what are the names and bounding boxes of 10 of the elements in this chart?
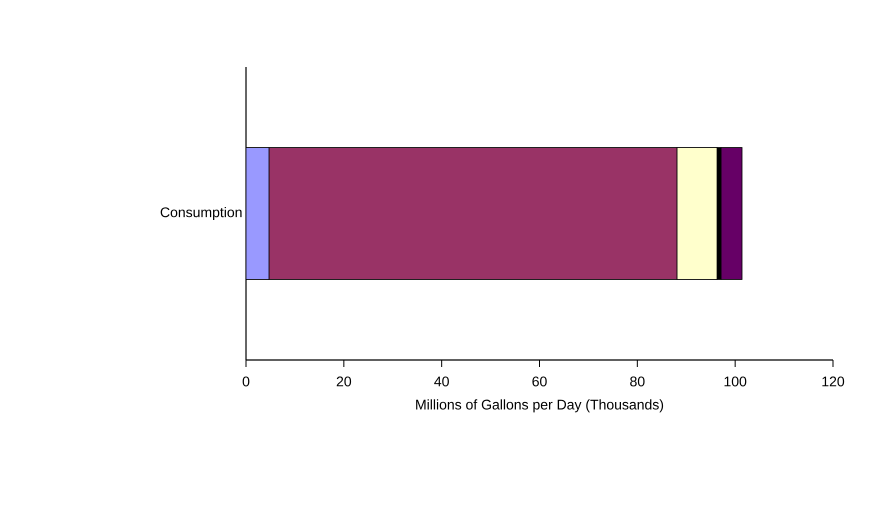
x-axis-title: Millions of Gallons per Day (Thousands) xyxy=(416,399,664,412)
x-tick-label: 40 xyxy=(434,376,449,386)
x-tick-label: 20 xyxy=(336,376,352,386)
x-tick-label: 120 xyxy=(822,376,844,386)
x-tick-label: 80 xyxy=(630,376,645,386)
x-tick-label: 0 xyxy=(242,376,250,386)
x-tick-label: 60 xyxy=(532,376,547,386)
y-tick-label: Consumption xyxy=(160,206,242,220)
x-tick-label: 100 xyxy=(724,376,746,386)
bar xyxy=(720,147,742,280)
